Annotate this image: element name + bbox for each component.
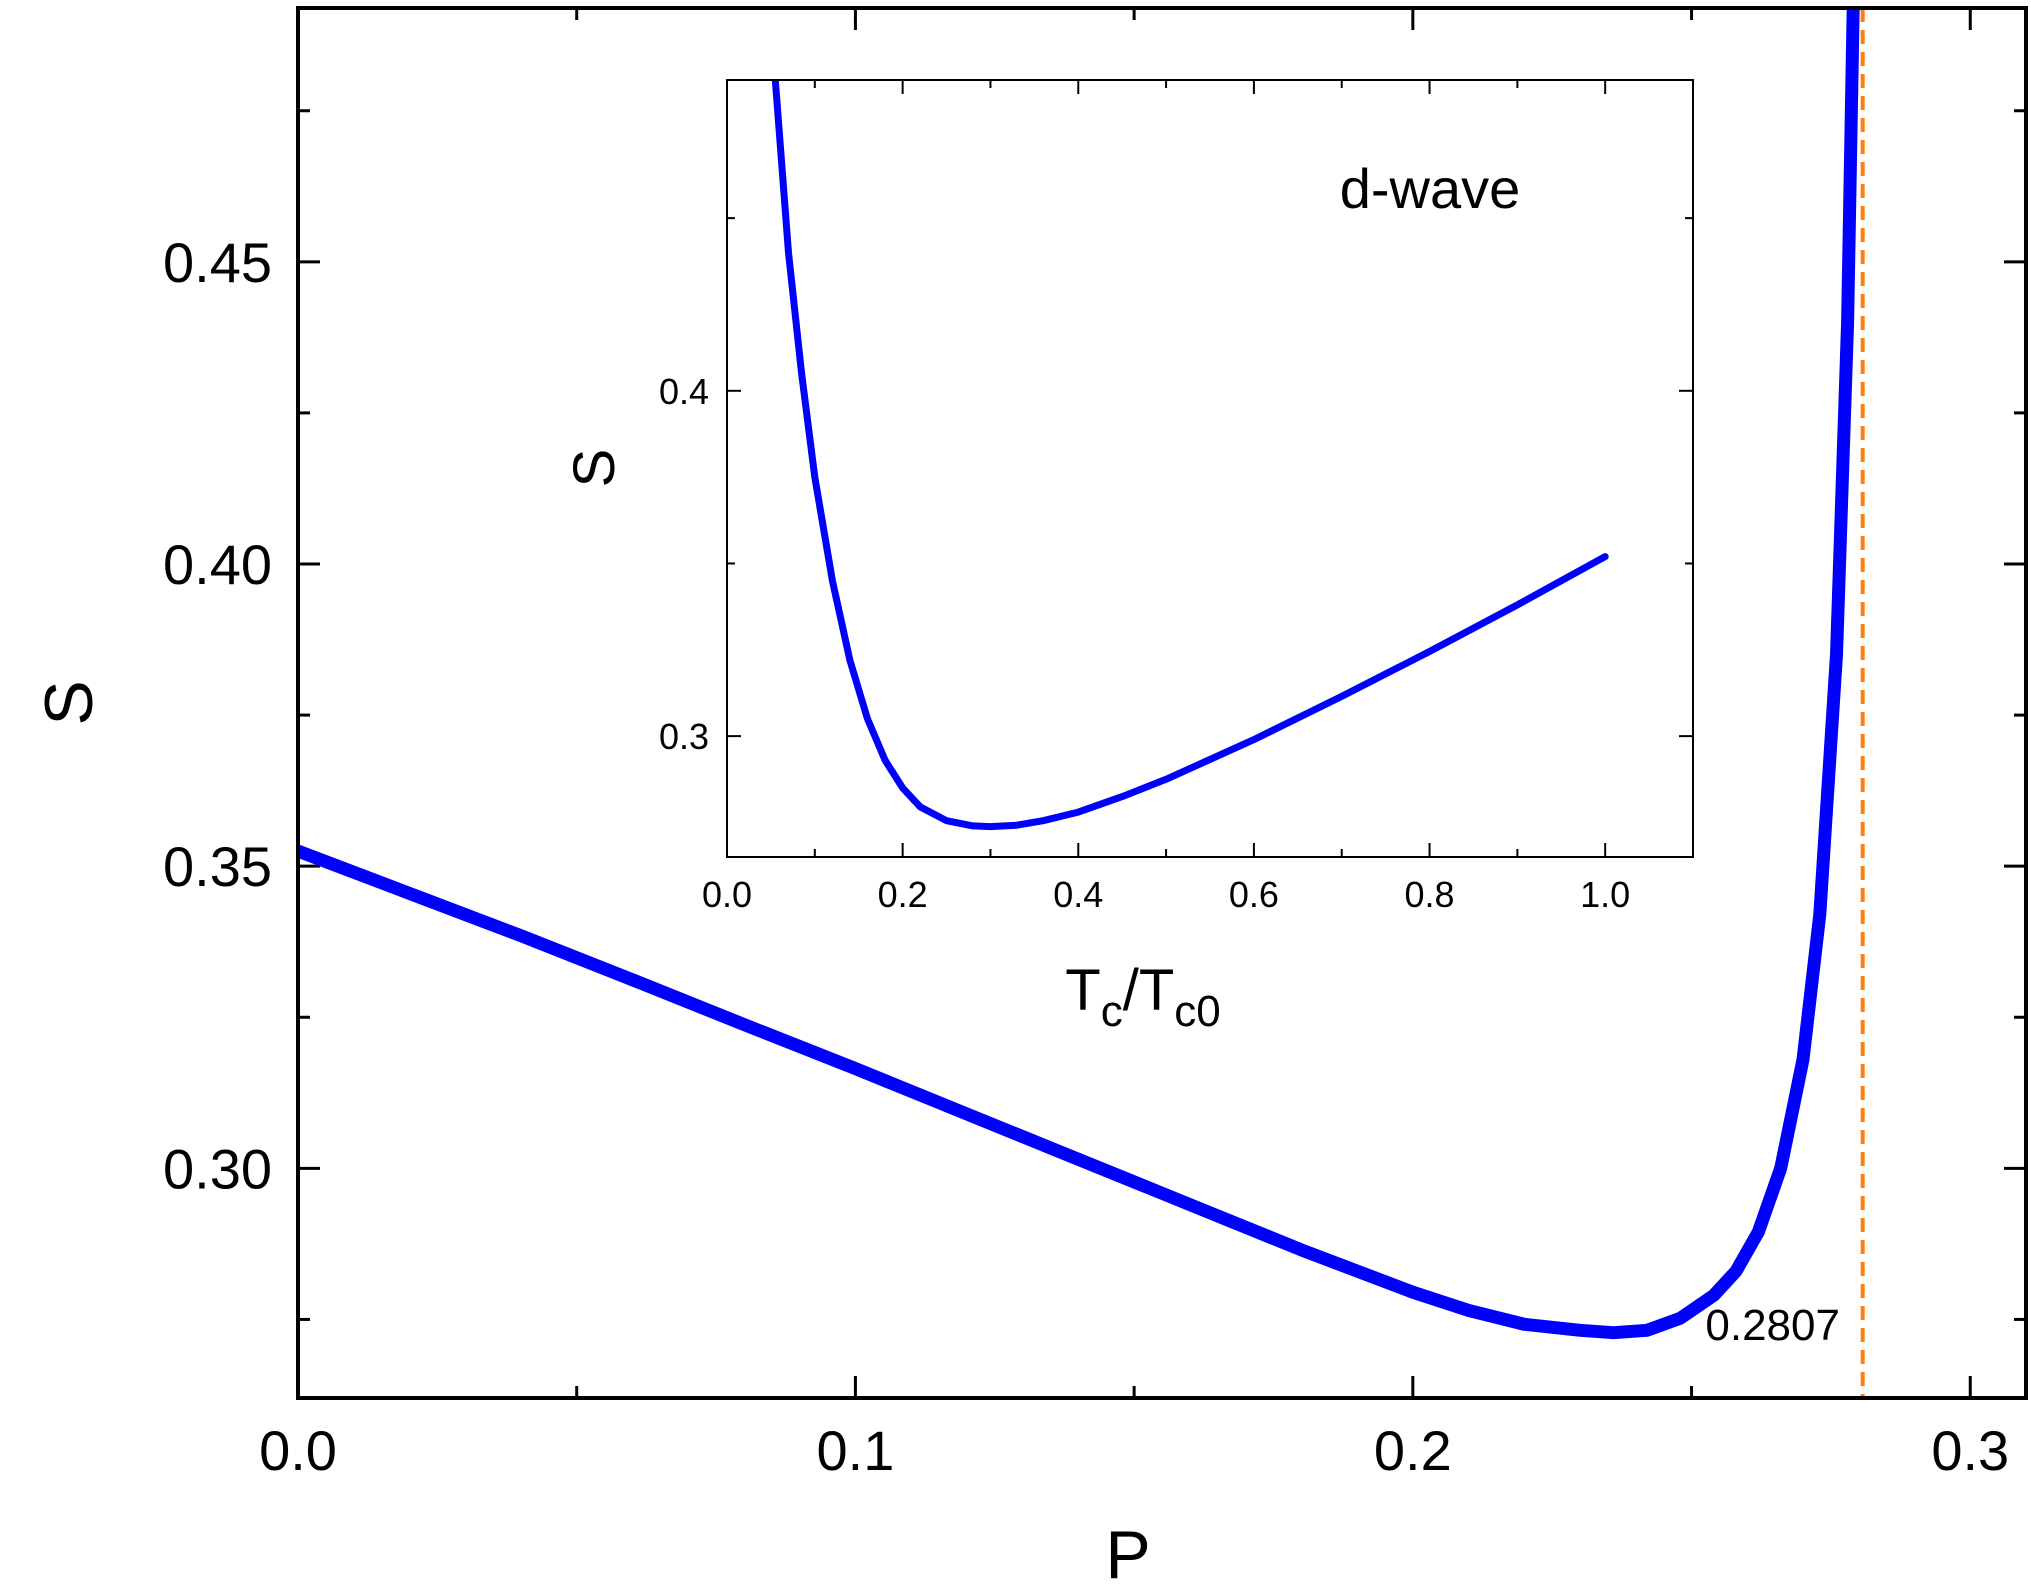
y-tick-label: 0.35 — [163, 835, 272, 898]
inset-annotation: d-wave — [1340, 157, 1521, 220]
inset-series-line — [771, 80, 1609, 831]
inset-x-tick-label: 1.0 — [1580, 874, 1630, 915]
x-tick-label: 0.3 — [1931, 1419, 2009, 1482]
main-x-axis-label: P — [1105, 1517, 1150, 1593]
main-chart: 0.0 0.1 0.2 0.3 0.30 0.35 0.40 0.45 0.2807 P S — [31, 6, 2028, 1593]
inset-plot-frame — [726, 79, 1694, 858]
inset-y-tick-label: 0.3 — [659, 716, 709, 757]
inset-x-label-subscript: c0 — [1174, 987, 1220, 1036]
inset-x-tick-label: 0.8 — [1405, 874, 1455, 915]
inset-x-tick-label: 0.2 — [878, 874, 928, 915]
critical-p-label: 0.2807 — [1705, 1301, 1840, 1350]
inset-chart: 0.0 0.2 0.4 0.6 0.8 1.0 0.3 0.4 d-wave S Tc/Tc0 — [562, 79, 1694, 1036]
inset-x-label-subscript: c — [1101, 987, 1123, 1036]
inset-x-tick-label: 0.6 — [1229, 874, 1279, 915]
inset-x-tick-label: 0.0 — [702, 874, 752, 915]
main-series-line — [298, 8, 1860, 1340]
inset-x-label-part: T — [1065, 958, 1100, 1023]
inset-x-label-part: /T — [1123, 958, 1175, 1023]
x-tick-label: 0.0 — [259, 1419, 337, 1482]
x-tick-label: 0.1 — [816, 1419, 894, 1482]
main-plot-frame — [296, 6, 2028, 1400]
inset-x-axis-label: Tc/Tc0 — [1065, 958, 1220, 1036]
inset-y-axis-label: S — [562, 449, 627, 488]
main-y-axis-label: S — [31, 680, 107, 725]
inset-y-tick-label: 0.4 — [659, 371, 709, 412]
y-tick-label: 0.45 — [163, 231, 272, 294]
inset-x-tick-label: 0.4 — [1053, 874, 1103, 915]
y-tick-label: 0.40 — [163, 533, 272, 596]
y-tick-label: 0.30 — [163, 1137, 272, 1200]
x-tick-label: 0.2 — [1374, 1419, 1452, 1482]
